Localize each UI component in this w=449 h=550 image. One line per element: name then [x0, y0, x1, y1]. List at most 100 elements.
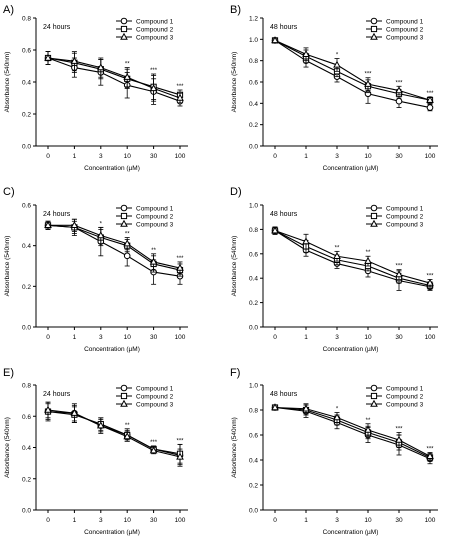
x-tick-label: 3 — [99, 153, 103, 160]
y-tick-label: 0.6 — [249, 433, 258, 440]
triangle-marker — [123, 72, 132, 80]
legend-entry: Compound 3 — [386, 222, 424, 229]
x-tick-label: 10 — [364, 517, 372, 524]
y-tick-label: 0.8 — [249, 58, 258, 65]
legend-entry: Compound 2 — [386, 214, 424, 221]
x-tick-label: 1 — [304, 334, 308, 341]
circle-marker — [370, 384, 378, 392]
legend-entry: Compound 3 — [136, 35, 174, 42]
y-tick-label: 0.0 — [249, 508, 258, 515]
triangle-marker — [96, 63, 105, 71]
square-marker — [120, 25, 128, 33]
legend-entry: Compound 2 — [136, 394, 174, 401]
x-tick-label: 10 — [124, 517, 132, 524]
x-axis-label: Concentration (µM) — [84, 165, 140, 172]
series-line — [47, 224, 181, 271]
x-tick-label: 0 — [273, 517, 277, 524]
y-tick-label: 0.6 — [22, 203, 31, 210]
x-tick-label: 10 — [364, 334, 372, 341]
triangle-marker — [426, 278, 434, 286]
circle-marker — [120, 384, 128, 392]
triangle-marker — [120, 219, 128, 227]
series-line — [274, 230, 431, 288]
series-line — [274, 406, 431, 460]
legend-entry: Compound 1 — [136, 19, 174, 26]
triangle-marker — [370, 399, 378, 407]
significance-mark: ** — [366, 250, 371, 256]
triangle-marker — [44, 53, 52, 61]
panel-label: A) — [3, 4, 14, 16]
x-tick-label: 10 — [124, 153, 132, 160]
significance-mark: *** — [426, 447, 434, 453]
triangle-marker — [333, 60, 341, 68]
x-axis-label: Concentration (µM) — [323, 346, 379, 353]
circle-marker — [395, 97, 403, 105]
series-compound-3 — [271, 36, 434, 104]
triangle-marker — [370, 32, 378, 40]
x-axis-label: Concentration (µM) — [323, 529, 379, 536]
circle-marker — [370, 17, 378, 25]
series-line — [274, 230, 431, 284]
significance-mark: *** — [176, 438, 184, 444]
y-tick-label: 0.8 — [249, 227, 258, 234]
x-tick-label: 0 — [46, 153, 50, 160]
y-tick-label: 0.4 — [22, 445, 31, 452]
panel-label: D) — [230, 186, 242, 198]
x-tick-label: 1 — [73, 517, 77, 524]
y-tick-label: 0.6 — [22, 414, 31, 421]
legend-entry: Compound 3 — [386, 402, 424, 409]
series-compound-1 — [271, 404, 434, 465]
x-tick-label: 30 — [150, 153, 158, 160]
significance-mark: ** — [366, 418, 371, 424]
x-tick-label: 0 — [273, 334, 277, 341]
y-tick-label: 0.6 — [249, 80, 258, 87]
triangle-marker — [176, 263, 184, 271]
x-tick-label: 30 — [395, 153, 403, 160]
y-tick-label: 0.8 — [22, 16, 31, 23]
y-tick-label: 0.4 — [249, 276, 258, 283]
significance-mark: * — [336, 407, 339, 413]
x-tick-label: 30 — [395, 334, 403, 341]
y-tick-label: 0.0 — [22, 144, 31, 151]
triangle-marker — [364, 425, 372, 433]
chart-panel-f: F) 0.0 0.2 0.4 0.6 0.8 1.0 0 1 3 10 30 100 Absorbance… — [230, 367, 438, 536]
x-tick-label: 10 — [364, 153, 372, 160]
circle-marker — [120, 17, 128, 25]
y-axis-label: Absorbance (540nm) — [4, 417, 11, 478]
x-axis-label: Concentration (µM) — [323, 165, 379, 172]
significance-mark: *** — [176, 84, 184, 90]
triangle-marker — [395, 86, 403, 94]
legend-entry: Compound 2 — [136, 27, 174, 34]
series-compound-2 — [271, 226, 434, 290]
x-tick-label: 30 — [395, 517, 403, 524]
triangle-marker — [426, 95, 434, 103]
x-tick-label: 1 — [73, 153, 77, 160]
series-compound-1 — [44, 218, 184, 285]
square-marker — [120, 392, 128, 400]
x-tick-label: 1 — [304, 517, 308, 524]
x-tick-label: 1 — [73, 334, 77, 341]
x-tick-label: 3 — [99, 334, 103, 341]
triangle-marker — [123, 432, 132, 440]
x-tick-label: 100 — [425, 153, 436, 160]
panel-label: B) — [230, 4, 241, 16]
significance-mark: *** — [364, 72, 372, 78]
significance-mark: * — [100, 221, 103, 227]
triangle-marker — [364, 79, 372, 87]
legend-entry: Compound 1 — [136, 206, 174, 213]
triangle-marker — [149, 257, 158, 265]
series-compound-3 — [271, 226, 434, 288]
time-label: 48 hours — [270, 391, 298, 398]
significance-mark: ** — [151, 248, 156, 254]
y-tick-label: 0.0 — [249, 325, 258, 332]
triangle-marker — [271, 226, 279, 234]
series-line — [274, 230, 431, 287]
chart-panel-d: D) 0.0 0.2 0.4 0.6 0.8 1.0 0 1 3 10 30 100 Absorbance… — [230, 186, 438, 353]
series-line — [47, 411, 181, 455]
triangle-marker — [395, 435, 403, 443]
y-tick-label: 0.6 — [22, 48, 31, 55]
significance-mark: * — [336, 53, 339, 59]
triangle-marker — [70, 408, 79, 416]
triangle-marker — [176, 93, 184, 101]
square-marker — [370, 392, 378, 400]
